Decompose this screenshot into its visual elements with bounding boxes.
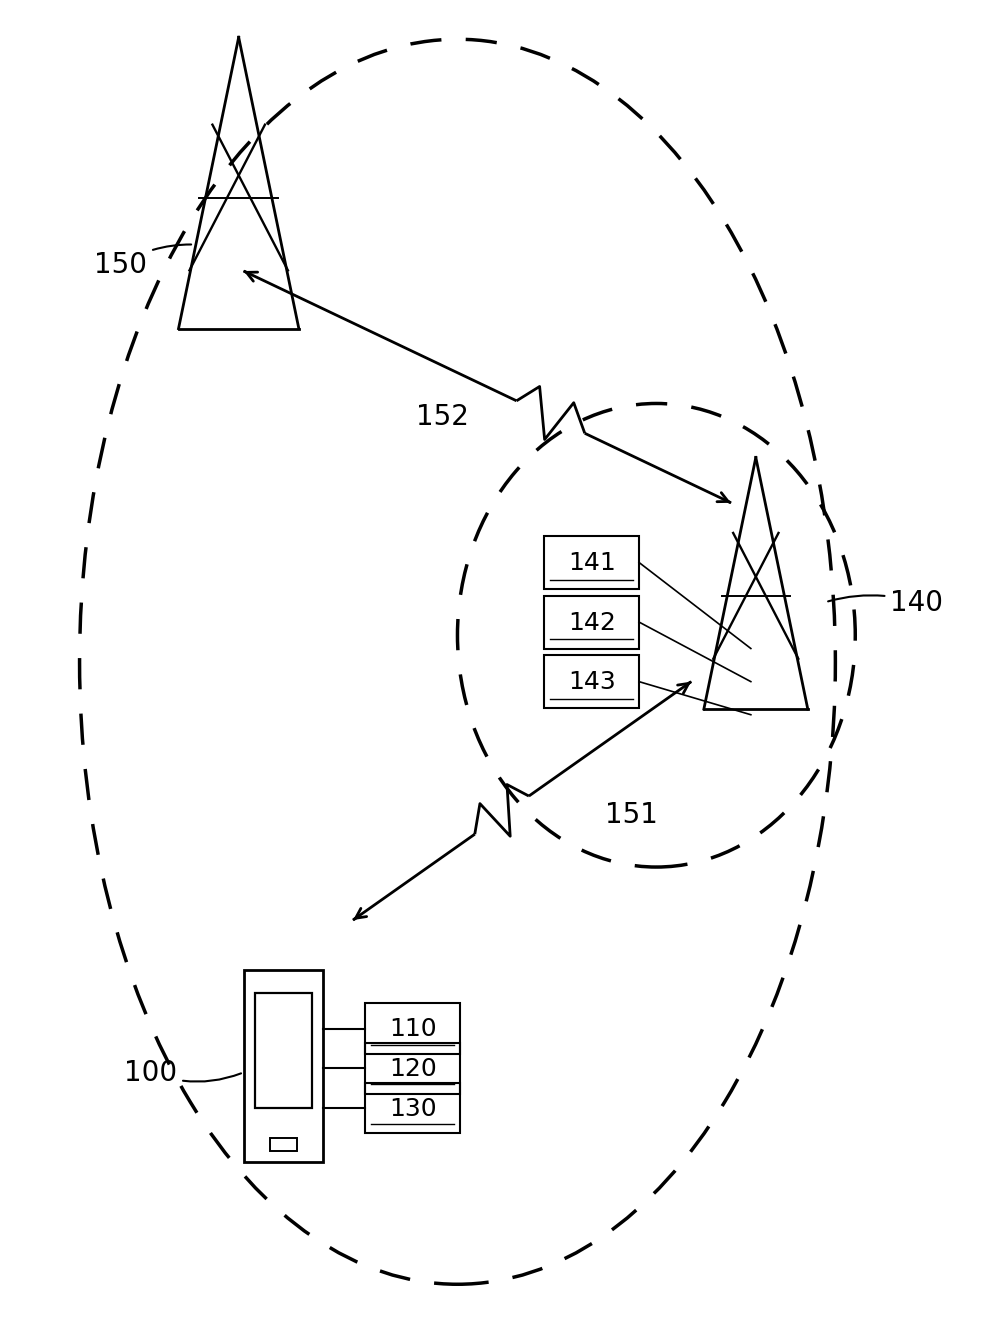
Text: 142: 142	[568, 610, 615, 634]
Bar	[544, 655, 638, 708]
Text: 143: 143	[568, 670, 615, 694]
Bar	[365, 1083, 459, 1133]
Text: 140: 140	[828, 588, 942, 617]
Text: 152: 152	[415, 402, 469, 432]
Text: 150: 150	[94, 245, 191, 279]
Text: 120: 120	[389, 1057, 436, 1080]
Bar	[244, 969, 323, 1162]
Bar	[544, 596, 638, 649]
Text: 110: 110	[389, 1017, 436, 1041]
Text: 141: 141	[568, 551, 615, 575]
Bar	[365, 1004, 459, 1054]
Bar	[544, 536, 638, 589]
Text: 151: 151	[604, 800, 658, 829]
Text: 100: 100	[124, 1058, 241, 1087]
Bar	[269, 1137, 297, 1152]
Text: 130: 130	[389, 1096, 436, 1120]
Bar	[254, 993, 312, 1108]
Bar	[365, 1043, 459, 1094]
